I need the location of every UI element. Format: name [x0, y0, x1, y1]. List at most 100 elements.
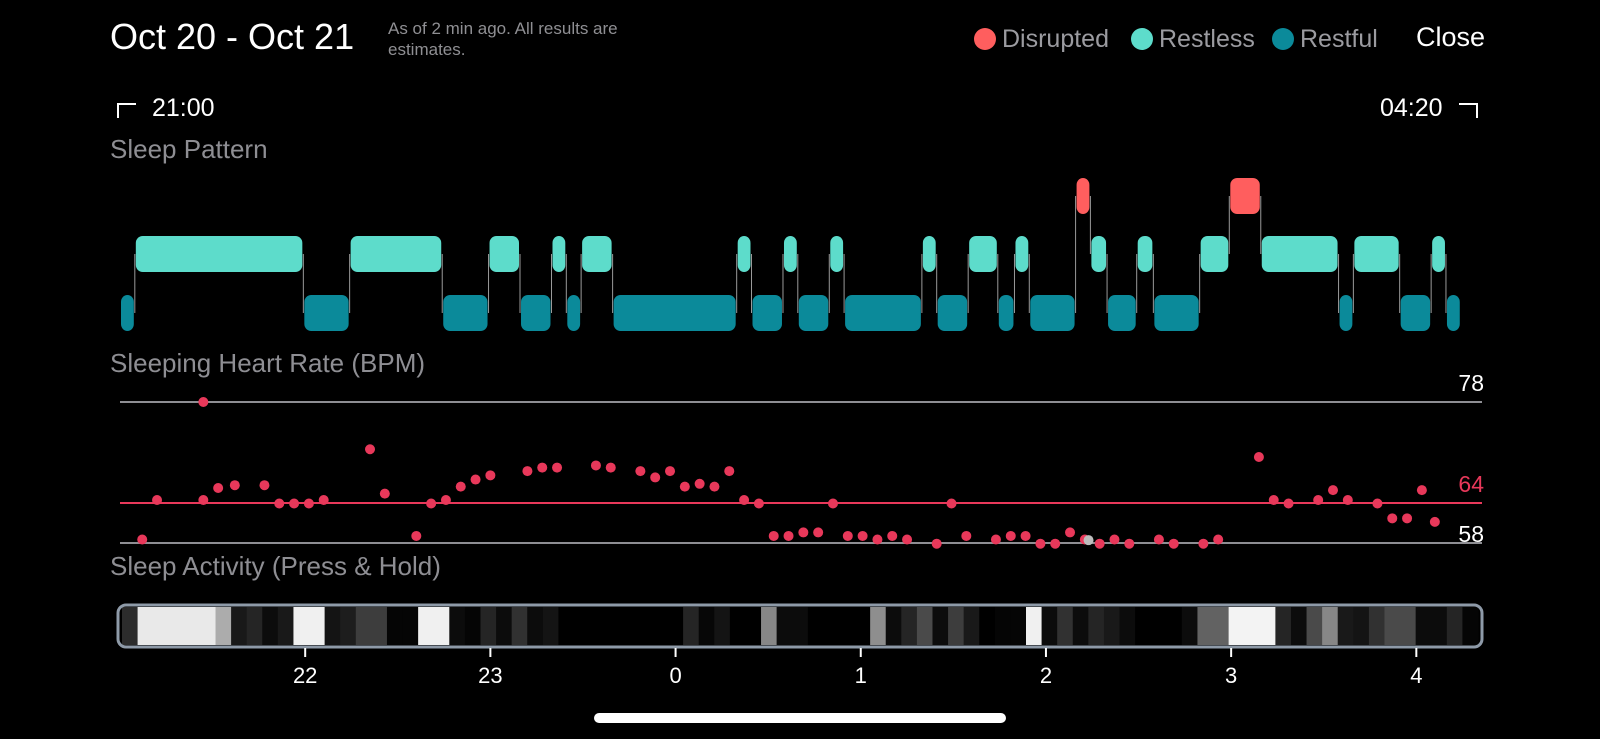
activity-cell	[511, 607, 528, 645]
pattern-segment-restful	[443, 295, 488, 331]
activity-cell	[1057, 607, 1074, 645]
activity-cell	[620, 607, 637, 645]
hr-point	[1253, 451, 1264, 462]
hr-point	[1198, 538, 1209, 549]
pattern-segment-restful	[121, 295, 134, 331]
hr-point	[813, 527, 824, 538]
pattern-segment-restless	[1015, 236, 1029, 272]
hr-point	[650, 472, 661, 483]
hr-point	[198, 494, 209, 505]
pattern-segment-restful	[1030, 295, 1075, 331]
hr-point	[1327, 485, 1338, 496]
pattern-segment-restless	[1091, 236, 1107, 272]
legend-label: Restless	[1159, 24, 1255, 53]
hr-point	[552, 462, 563, 473]
activity-cell	[1010, 607, 1027, 645]
hr-point	[1268, 494, 1279, 505]
legend-label: Disrupted	[1002, 24, 1109, 53]
hr-point	[753, 498, 764, 509]
pattern-segment-restless	[489, 236, 520, 272]
hr-point	[768, 530, 779, 541]
activity-cell	[277, 607, 295, 645]
hr-point	[1342, 494, 1353, 505]
pattern-segment-restless	[783, 236, 797, 272]
activity-cell	[433, 607, 450, 645]
hr-point	[1168, 538, 1179, 549]
activity-cell	[309, 607, 326, 645]
pattern-segment-restless	[1432, 236, 1445, 272]
activity-cell	[340, 607, 357, 645]
activity-cell	[1384, 607, 1401, 645]
pattern-segment-restful	[304, 295, 349, 331]
pattern-segment-restful	[1108, 295, 1136, 331]
pattern-segment-restless	[830, 236, 844, 272]
pattern-segment-restless	[922, 236, 936, 272]
activity-cell	[418, 607, 435, 645]
hr-point	[485, 470, 496, 481]
activity-cell	[1322, 607, 1339, 645]
heart-rate-title: Sleeping Heart Rate (BPM)	[110, 348, 426, 378]
hr-point	[961, 530, 972, 541]
pattern-segment-restless	[552, 236, 566, 272]
hr-point	[887, 530, 898, 541]
hr-point	[274, 498, 285, 509]
hr-avg-label: 64	[1458, 471, 1484, 497]
activity-cell	[1244, 607, 1261, 645]
activity-cell	[1119, 607, 1136, 645]
hr-point	[152, 494, 163, 505]
range-end: 04:20	[1380, 94, 1479, 123]
axis-tick-label: 2	[1040, 663, 1052, 688]
activity-cell	[122, 607, 139, 645]
axis-tick-label: 3	[1225, 663, 1237, 688]
hr-point	[1213, 534, 1224, 545]
pattern-segment-restful	[567, 295, 581, 331]
legend-restless: Restless	[1131, 24, 1255, 54]
hr-point	[522, 466, 533, 477]
hr-point	[724, 466, 735, 477]
activity-cell	[1088, 607, 1105, 645]
activity-cell	[355, 607, 372, 645]
disrupted-dot-icon	[974, 28, 996, 50]
activity-cell	[605, 607, 622, 645]
hr-point	[842, 530, 853, 541]
activity-cell	[527, 607, 544, 645]
activity-cell	[215, 607, 232, 645]
activity-cell	[667, 607, 684, 645]
activity-cell	[199, 607, 217, 645]
activity-cell	[168, 607, 185, 645]
activity-cell	[963, 607, 980, 645]
activity-cell	[558, 607, 575, 645]
hr-point	[590, 460, 601, 471]
range-end-time: 04:20	[1380, 94, 1443, 122]
pattern-segment-restful	[798, 295, 829, 331]
heart-rate-chart: 78 64 58	[120, 370, 1484, 549]
activity-cell	[901, 607, 918, 645]
sleep-activity-chart[interactable]	[116, 603, 1484, 649]
pattern-segment-restless	[1200, 236, 1229, 272]
activity-cell	[776, 607, 793, 645]
hr-point	[1313, 494, 1324, 505]
pattern-segment-restless	[1261, 236, 1338, 272]
pattern-segment-restless	[737, 236, 751, 272]
close-button[interactable]: Close	[1416, 22, 1486, 52]
sleep-activity-title: Sleep Activity (Press & Hold)	[110, 551, 441, 581]
pattern-segment-restless	[969, 236, 997, 272]
activity-cell	[464, 607, 482, 645]
hr-point	[827, 498, 838, 509]
hr-point	[1429, 516, 1440, 527]
hr-point	[426, 498, 437, 509]
hr-point	[635, 466, 646, 477]
pattern-segment-restful	[845, 295, 921, 331]
pattern-segment-restful	[521, 295, 551, 331]
home-indicator[interactable]	[594, 713, 1006, 723]
hr-point	[857, 530, 868, 541]
activity-cell	[371, 607, 388, 645]
pattern-segment-restful	[937, 295, 968, 331]
activity-cell	[246, 607, 263, 645]
activity-cell	[184, 607, 201, 645]
bracket-right-icon	[1458, 103, 1478, 119]
hr-point	[665, 466, 676, 477]
activity-cell	[979, 607, 996, 645]
hr-point	[1065, 527, 1076, 538]
activity-cell	[714, 607, 731, 645]
